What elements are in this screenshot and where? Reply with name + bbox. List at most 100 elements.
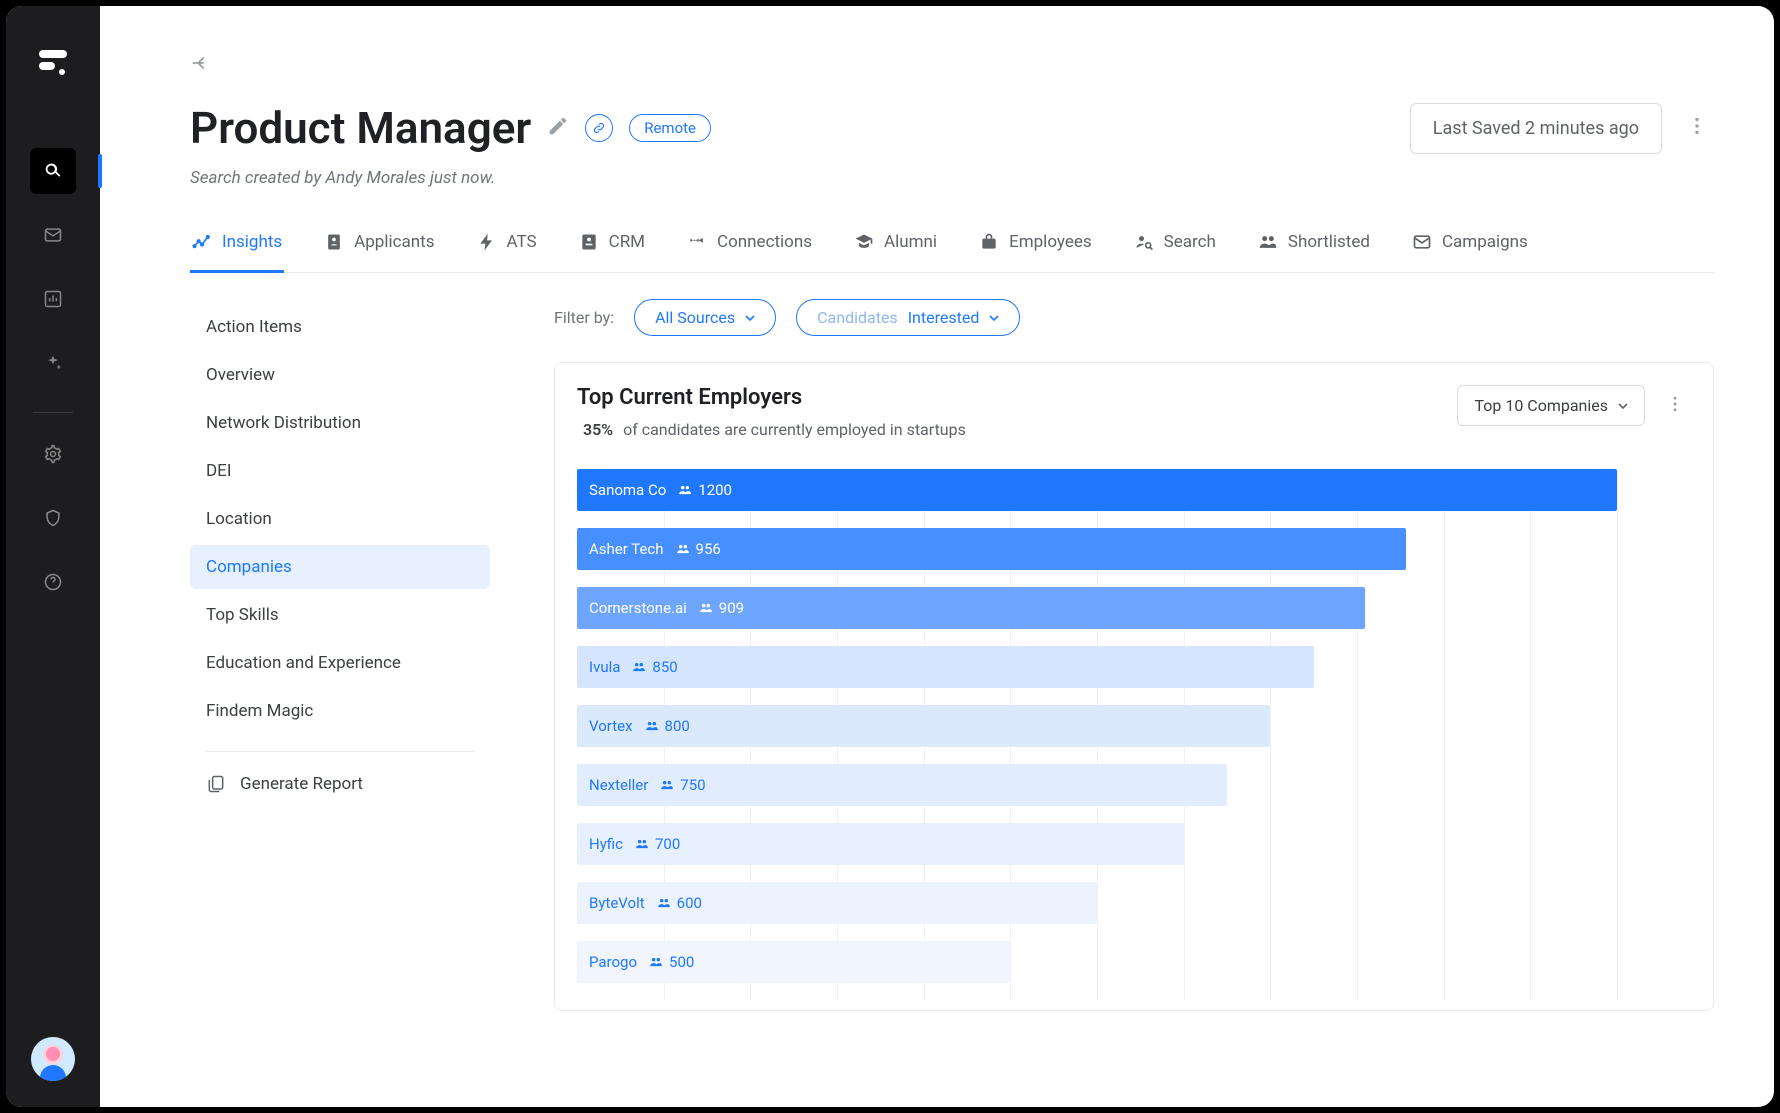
insights-icon <box>192 232 212 252</box>
card-more-icon[interactable] <box>1659 394 1691 418</box>
bar-count: 750 <box>660 776 705 794</box>
filter-all-sources-label: All Sources <box>655 308 735 327</box>
tab-label: Search <box>1164 232 1216 252</box>
tab-label: CRM <box>609 232 645 252</box>
last-saved-button[interactable]: Last Saved 2 minutes ago <box>1410 103 1662 154</box>
page-title: Product Manager <box>190 102 531 154</box>
bar-row[interactable]: Nexteller750 <box>577 764 1691 806</box>
bar-count: 500 <box>649 953 694 971</box>
bar-count: 600 <box>657 894 702 912</box>
tab-connections[interactable]: Connections <box>685 232 814 273</box>
bar-row[interactable]: Cornerstone.ai 909 <box>577 587 1691 629</box>
filter-all-sources[interactable]: All Sources <box>634 299 776 336</box>
doc-copy-icon <box>206 774 226 794</box>
side-divider <box>206 751 474 752</box>
tab-crm[interactable]: CRM <box>577 232 647 273</box>
people-icon <box>699 601 713 615</box>
tab-label: Shortlisted <box>1288 232 1370 252</box>
rail-ai-sparkle[interactable] <box>30 340 76 386</box>
bar-count: 909 <box>699 599 744 617</box>
side-item-action-items[interactable]: Action Items <box>190 305 490 349</box>
people-icon <box>660 778 674 792</box>
tab-search[interactable]: Search <box>1132 232 1218 273</box>
people-icon <box>632 660 646 674</box>
tab-label: Applicants <box>354 232 434 252</box>
side-item-dei[interactable]: DEI <box>190 449 490 493</box>
filter-candidates-value: Interested <box>908 308 980 327</box>
tab-bar: Insights Applicants ATS CRM Connections Alumn… <box>190 232 1714 273</box>
filter-by-label: Filter by: <box>554 308 614 327</box>
side-item-overview[interactable]: Overview <box>190 353 490 397</box>
bar-label: ByteVolt <box>589 894 645 912</box>
side-item-network-distribution[interactable]: Network Distribution <box>190 401 490 445</box>
generate-report-button[interactable]: Generate Report <box>190 762 490 806</box>
tab-shortlisted[interactable]: Shortlisted <box>1256 232 1372 273</box>
bar-row[interactable]: Vortex800 <box>577 705 1691 747</box>
bar-row[interactable]: Hyfic700 <box>577 823 1691 865</box>
rail-mail[interactable] <box>30 212 76 258</box>
tab-label: Alumni <box>884 232 937 252</box>
rail-help[interactable] <box>30 559 76 605</box>
bolt-icon <box>477 232 497 252</box>
back-arrow[interactable] <box>190 52 212 74</box>
tab-label: ATS <box>507 232 537 252</box>
bar-count: 850 <box>632 658 677 676</box>
people-icon <box>678 483 692 497</box>
generate-report-label: Generate Report <box>240 774 363 794</box>
insights-side-nav: Action ItemsOverviewNetwork Distribution… <box>190 299 490 1011</box>
bar-label: Hyfic <box>589 835 623 853</box>
rail-security[interactable] <box>30 495 76 541</box>
tab-insights[interactable]: Insights <box>190 232 284 273</box>
caret-down-icon <box>745 313 755 323</box>
tab-alumni[interactable]: Alumni <box>852 232 939 273</box>
tab-label: Connections <box>717 232 812 252</box>
tab-label: Employees <box>1009 232 1092 252</box>
tab-label: Insights <box>222 232 282 252</box>
mail-icon <box>1412 232 1432 252</box>
side-item-findem-magic[interactable]: Findem Magic <box>190 689 490 733</box>
bar-row[interactable]: Sanoma Co1200 <box>577 469 1691 511</box>
tab-applicants[interactable]: Applicants <box>322 232 436 273</box>
caret-down-icon <box>989 313 999 323</box>
caret-down-icon <box>1618 401 1628 411</box>
bar-label: Ivula <box>589 658 620 676</box>
bar-label: Cornerstone.ai <box>589 599 687 617</box>
bar-row[interactable]: Parogo 500 <box>577 941 1691 983</box>
card-selector[interactable]: Top 10 Companies <box>1457 385 1645 426</box>
link-chip-icon[interactable] <box>585 114 613 142</box>
side-item-location[interactable]: Location <box>190 497 490 541</box>
bar-label: Sanoma Co <box>589 481 666 499</box>
bar-row[interactable]: Asher Tech956 <box>577 528 1691 570</box>
shortlisted-icon <box>1258 232 1278 252</box>
remote-chip[interactable]: Remote <box>629 114 711 142</box>
people-icon <box>676 542 690 556</box>
people-icon <box>645 719 659 733</box>
bar-label: Vortex <box>589 717 633 735</box>
card-selector-label: Top 10 Companies <box>1474 396 1608 415</box>
edit-title-icon[interactable] <box>547 115 569 141</box>
tab-label: Campaigns <box>1442 232 1528 252</box>
applicant-icon <box>324 232 344 252</box>
side-item-top-skills[interactable]: Top Skills <box>190 593 490 637</box>
alumni-icon <box>854 232 874 252</box>
employers-bar-chart: Sanoma Co1200 Asher Tech956 Cornerstone.ai… <box>577 469 1691 1000</box>
header-more-icon[interactable] <box>1680 115 1714 141</box>
side-item-education-and-experience[interactable]: Education and Experience <box>190 641 490 685</box>
people-icon <box>657 896 671 910</box>
bar-row[interactable]: ByteVolt 600 <box>577 882 1691 924</box>
user-avatar[interactable] <box>31 1037 75 1081</box>
bar-row[interactable]: Ivula 850 <box>577 646 1691 688</box>
tab-employees[interactable]: Employees <box>977 232 1094 273</box>
rail-settings[interactable] <box>30 431 76 477</box>
people-icon <box>635 837 649 851</box>
employees-icon <box>979 232 999 252</box>
top-employers-card: Top Current Employers 35% of candidates … <box>554 362 1714 1011</box>
rail-search-people[interactable] <box>30 148 76 194</box>
rail-analytics[interactable] <box>30 276 76 322</box>
side-item-companies[interactable]: Companies <box>190 545 490 589</box>
tab-ats[interactable]: ATS <box>475 232 539 273</box>
filter-candidates[interactable]: Candidates Interested <box>796 299 1020 336</box>
page-subtitle: Search created by Andy Morales just now. <box>190 168 1714 188</box>
bar-label: Parogo <box>589 953 637 971</box>
tab-campaigns[interactable]: Campaigns <box>1410 232 1530 273</box>
